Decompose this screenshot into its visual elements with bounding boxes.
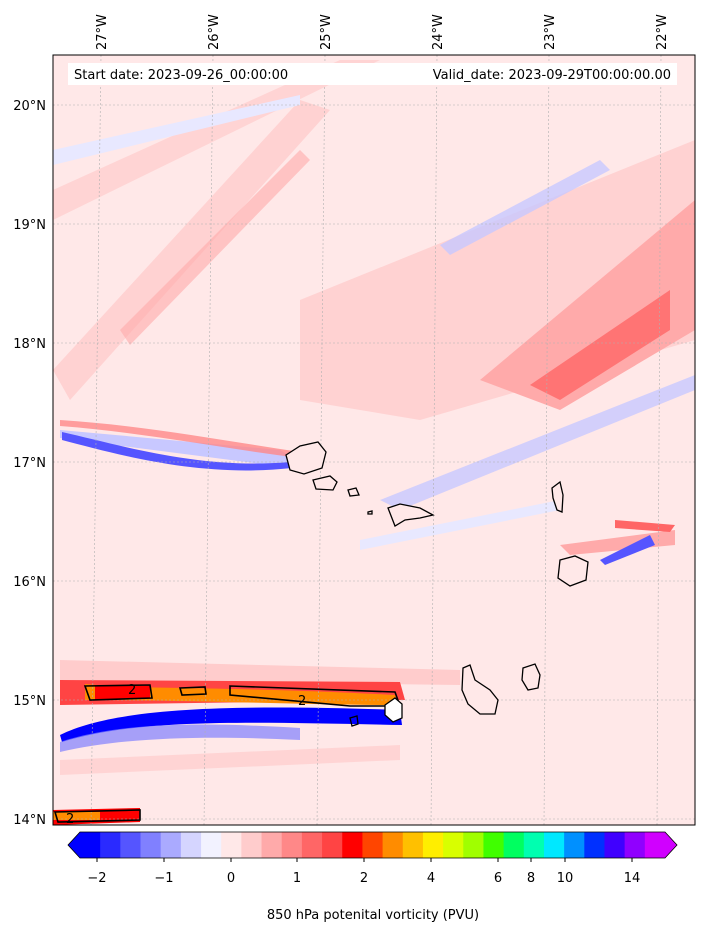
lat-label-17n: 17°N <box>13 456 46 471</box>
lat-label-18n: 18°N <box>13 337 46 352</box>
colorbar-segment <box>523 832 545 858</box>
colorbar-outline <box>67 831 678 859</box>
coastlines <box>285 441 589 727</box>
lat-label-14n: 14°N <box>13 813 46 828</box>
colorbar-segment <box>503 832 525 858</box>
cbar-tick-label: 4 <box>427 871 435 886</box>
colorbar-segment <box>160 832 182 858</box>
lon-label-22w: 22°W <box>655 14 670 50</box>
colorbar <box>67 831 678 862</box>
colorbar-segment <box>624 832 646 858</box>
colorbar-segment <box>180 832 202 858</box>
plot-frame <box>52 54 696 826</box>
colorbar-segment <box>342 832 363 858</box>
cbar-tick-label: 8 <box>527 871 535 886</box>
lon-label-24w: 24°W <box>431 14 446 50</box>
lon-label-25w: 25°W <box>319 14 334 50</box>
colorbar-segment <box>221 832 242 858</box>
pv-2-contours <box>53 684 402 823</box>
lat-label-19n: 19°N <box>13 218 46 233</box>
date-header-box <box>68 63 677 85</box>
lat-label-15n: 15°N <box>13 694 46 709</box>
colorbar-segment <box>483 832 505 858</box>
start-date: Start date: 2023-09-26_00:00:00 <box>74 68 288 83</box>
colorbar-segment <box>281 832 303 858</box>
cbar-tick-label: 1 <box>293 871 301 886</box>
colorbar-segment <box>443 832 464 858</box>
colorbar-segment <box>80 832 101 858</box>
colorbar-title: 850 hPa potenital vorticity (PVU) <box>267 908 479 923</box>
colorbar-segment <box>644 832 666 858</box>
colorbar-segment <box>140 832 162 858</box>
cbar-tick-label: 10 <box>557 871 574 886</box>
colorbar-segment <box>120 832 142 858</box>
colorbar-segment <box>261 832 283 858</box>
colorbar-segment <box>382 832 404 858</box>
colorbar-segment <box>241 832 263 858</box>
lat-label-20n: 20°N <box>13 99 46 114</box>
colorbar-segment <box>564 832 585 858</box>
colorbar-segment <box>100 832 121 858</box>
cbar-tick-label: −1 <box>154 871 173 886</box>
colorbar-segment <box>604 832 626 858</box>
colorbar-segment <box>201 832 222 858</box>
colorbar-segment <box>362 832 384 858</box>
contour-label-2: 2 <box>298 694 306 709</box>
cbar-tick-label: −2 <box>87 871 106 886</box>
graticule <box>53 55 695 825</box>
colorbar-segment <box>584 832 605 858</box>
lon-label-27w: 27°W <box>95 14 110 50</box>
colorbar-segment <box>543 832 565 858</box>
cbar-tick-label: 2 <box>360 871 368 886</box>
colorbar-segment <box>463 832 484 858</box>
lat-label-16n: 16°N <box>13 575 46 590</box>
cbar-tick-label: 6 <box>494 871 502 886</box>
colorbar-extend-min <box>68 832 80 858</box>
cbar-tick-label: 0 <box>227 871 235 886</box>
cbar-tick-label: 14 <box>624 871 641 886</box>
colorbar-extend-max <box>665 832 677 858</box>
contour-label-3: 2 <box>66 812 74 827</box>
colorbar-segment <box>422 832 444 858</box>
pv-field <box>53 60 695 825</box>
colorbar-segment <box>301 832 323 858</box>
valid-date: Valid_date: 2023-09-29T00:00:00.00 <box>433 68 671 83</box>
colorbar-segment <box>322 832 343 858</box>
lon-label-23w: 23°W <box>543 14 558 50</box>
contour-label-1: 2 <box>128 683 136 698</box>
lon-label-26w: 26°W <box>207 14 222 50</box>
colorbar-segment <box>402 832 424 858</box>
